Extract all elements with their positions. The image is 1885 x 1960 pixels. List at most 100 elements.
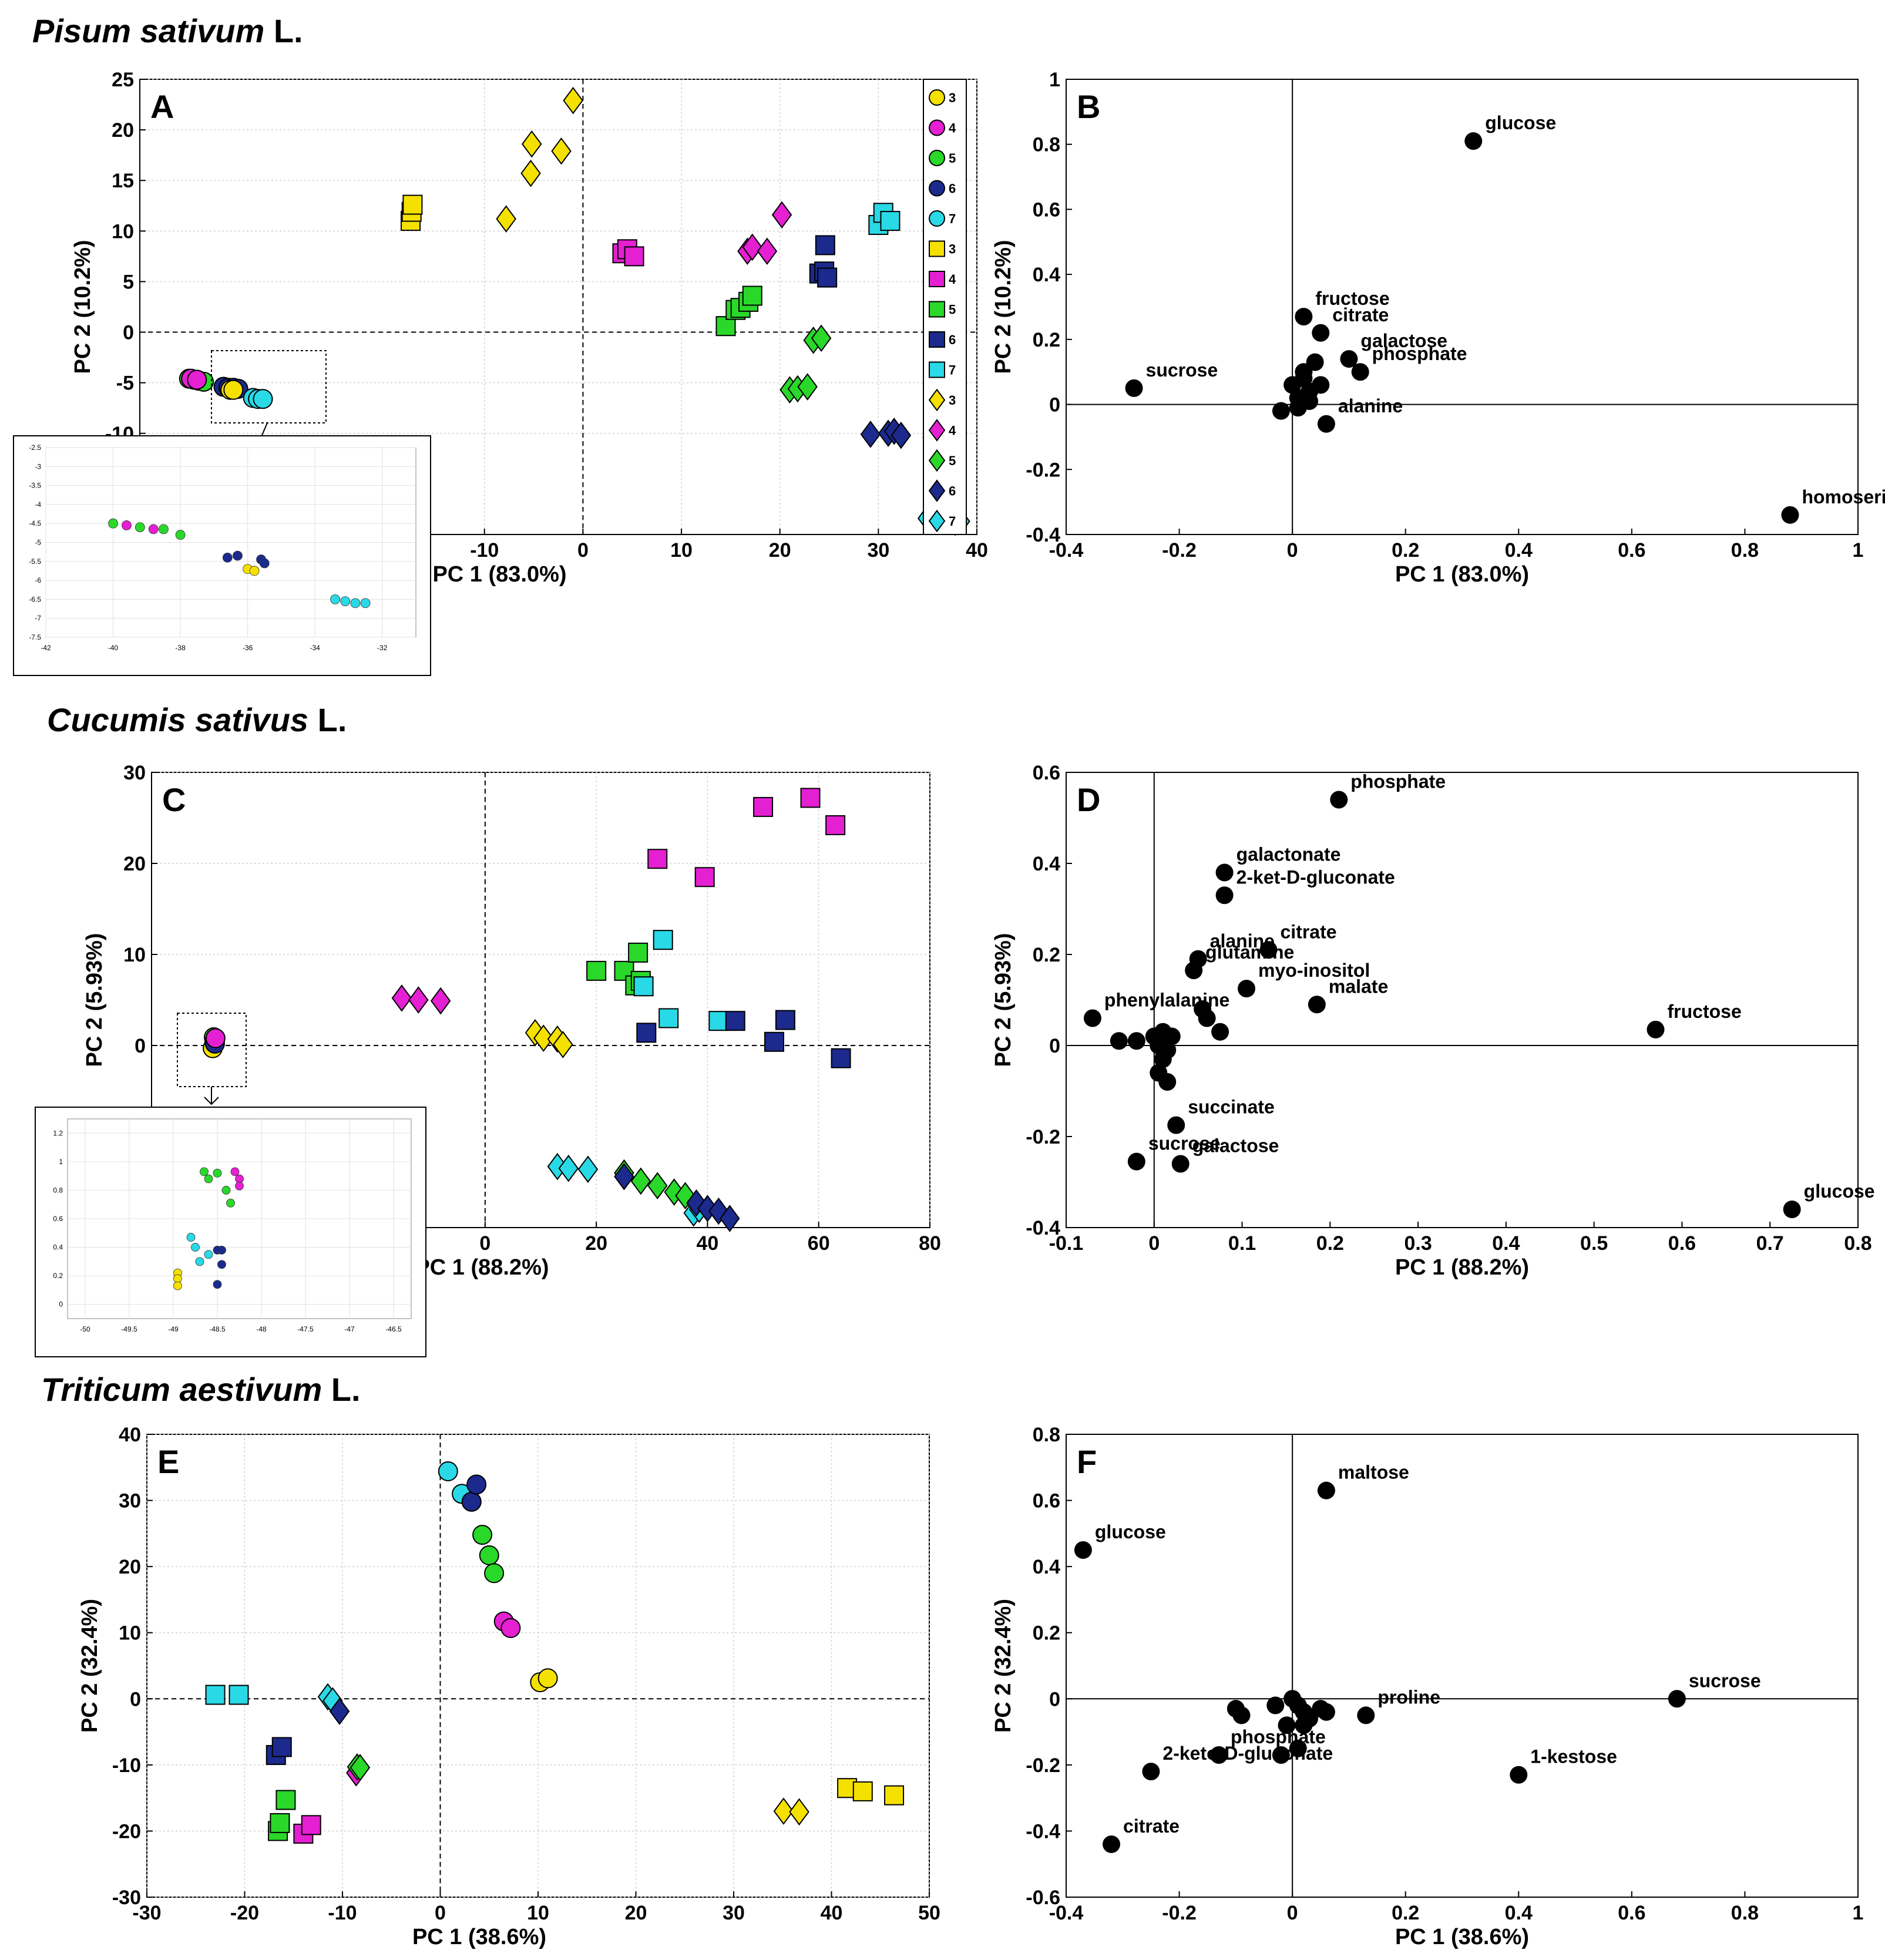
legend-label: 5 bbox=[949, 302, 956, 317]
panel-e-score-plot: -30 -20 -10 0 10 20 30 40 50 -30 -20 -10 0 10 20 30 40 PC… bbox=[78, 1424, 940, 1949]
legend-label: 7 bbox=[949, 514, 956, 529]
data-point-square-group-5 bbox=[628, 942, 649, 963]
data-point-diamond-group-3 bbox=[789, 1798, 809, 1826]
legend-label: 6 bbox=[949, 484, 956, 499]
panel-label: C bbox=[162, 781, 186, 818]
loading-point-galactose bbox=[1171, 1155, 1190, 1173]
data-point-diamond-group-6 bbox=[329, 1697, 350, 1725]
loading-point-glucose bbox=[1464, 132, 1483, 150]
x-tick-label: 0 bbox=[577, 539, 589, 562]
y-tick-label: -10 bbox=[112, 1754, 141, 1777]
loading-label-citrate: citrate bbox=[1123, 1816, 1180, 1837]
x-axis-label: PC 1 (83.0%) bbox=[1395, 562, 1529, 587]
data-point-square-group-5 bbox=[586, 960, 607, 981]
y-tick-label: -30 bbox=[112, 1887, 141, 1909]
legend-marker-diamond-4 bbox=[928, 419, 946, 442]
species-title-cucumis-italic: Cucumis sativus bbox=[47, 701, 308, 738]
legend-marker-square-5 bbox=[929, 301, 945, 318]
data-point-diamond-group-3 bbox=[533, 1024, 554, 1052]
inset-point-group-5 bbox=[108, 518, 118, 529]
loading-point bbox=[1266, 1696, 1285, 1714]
x-tick-label: -0.4 bbox=[1049, 1902, 1084, 1924]
legend-marker-square-3 bbox=[929, 240, 945, 257]
data-point-square-group-5 bbox=[275, 1790, 296, 1810]
x-tick-label: -0.2 bbox=[1162, 539, 1197, 562]
loading-point-succinate bbox=[1167, 1116, 1185, 1134]
loading-point bbox=[1110, 1032, 1128, 1050]
data-point-circle-group-6 bbox=[466, 1474, 487, 1495]
inset-y-tick-label: 1 bbox=[59, 1158, 63, 1166]
x-tick-label: -10 bbox=[470, 539, 499, 562]
inset-point-group-7 bbox=[330, 594, 340, 604]
y-tick-label: 1 bbox=[1049, 69, 1060, 91]
inset-x-tick-label: -42 bbox=[41, 644, 51, 652]
data-point-circle-group-4 bbox=[187, 369, 207, 390]
loading-point-glucose bbox=[1074, 1541, 1092, 1559]
panel-label: E bbox=[157, 1443, 179, 1480]
legend-label: 5 bbox=[949, 453, 956, 468]
inset-point-group-6 bbox=[259, 558, 270, 569]
y-tick-label: 0 bbox=[1049, 394, 1060, 416]
x-tick-label: 30 bbox=[723, 1902, 745, 1924]
y-tick-label: 0.6 bbox=[1033, 1490, 1060, 1512]
loading-label-galactose: galactose bbox=[1192, 1135, 1279, 1156]
panel-d-loading-plot: -0.1 0 0.1 0.2 0.3 0.4 0.5 0.6 0.7 0.8 -0.4 -0.2 0 0.… bbox=[991, 762, 1875, 1280]
loading-label-proline: proline bbox=[1377, 1686, 1440, 1707]
x-axis-label: PC 1 (83.0%) bbox=[432, 562, 566, 587]
data-point-diamond-group-4 bbox=[430, 987, 451, 1015]
inset-y-tick-label: -5.5 bbox=[29, 557, 41, 566]
data-point-square-group-7 bbox=[708, 1011, 729, 1031]
legend-marker-square-6 bbox=[929, 331, 945, 348]
loading-label-citrate: citrate bbox=[1332, 304, 1389, 325]
data-point-diamond-group-5 bbox=[647, 1172, 668, 1199]
panel-label: D bbox=[1077, 781, 1100, 818]
data-point-diamond-group-5 bbox=[797, 373, 818, 401]
loading-point-fructose bbox=[1647, 1020, 1665, 1038]
inset-zoom-a: -42 -40 -38 -36 -34 -32 -2.5 -3 -3.5 -4 -4.5 -5 -5.5… bbox=[13, 350, 431, 676]
loading-point bbox=[1301, 392, 1319, 411]
data-point-square-group-6 bbox=[636, 1023, 657, 1043]
inset-y-tick-label: -4.5 bbox=[29, 519, 41, 527]
data-point-diamond-group-3 bbox=[773, 1797, 794, 1825]
inset-x-tick-label: -38 bbox=[175, 644, 186, 652]
x-tick-label: 0.2 bbox=[1392, 1902, 1419, 1924]
x-tick-label: -30 bbox=[132, 1902, 161, 1924]
loading-label-glucose: glucose bbox=[1095, 1521, 1166, 1542]
data-point-circle-group-3 bbox=[223, 379, 244, 400]
data-point-circle-group-4 bbox=[205, 1028, 226, 1048]
x-tick-label: -20 bbox=[230, 1902, 259, 1924]
data-point-square-group-7 bbox=[653, 930, 673, 950]
inset-y-tick-label: -3.5 bbox=[29, 482, 41, 490]
inset-point-group-5 bbox=[226, 1198, 235, 1208]
panel-b-loading-plot: -0.4 -0.2 0 0.2 0.4 0.6 0.8 1 -0.4 -0.2 0 0.2 0.4 0.6… bbox=[991, 69, 1885, 587]
inset-y-tick-label: 1.2 bbox=[53, 1129, 63, 1137]
y-tick-label: 0.6 bbox=[1033, 762, 1060, 784]
y-tick-label: 0.4 bbox=[1033, 264, 1060, 286]
inset-y-tick-label: -4 bbox=[35, 500, 41, 509]
loading-point-phosphate bbox=[1351, 363, 1369, 381]
y-tick-label: 0.8 bbox=[1033, 134, 1060, 156]
data-point-square-group-3 bbox=[402, 194, 423, 215]
y-tick-label: 0.2 bbox=[1033, 1622, 1060, 1645]
panel-label: A bbox=[150, 88, 174, 125]
inset-point-group-4 bbox=[122, 520, 132, 530]
inset-point-group-5 bbox=[221, 1186, 231, 1195]
data-point-square-group-5 bbox=[270, 1813, 290, 1833]
loading-point-glutamine bbox=[1185, 961, 1203, 980]
x-tick-label: 0 bbox=[1148, 1232, 1160, 1255]
panel-label: B bbox=[1077, 88, 1100, 125]
legend: 3 4 5 6 7 3 4 5 6 7 3 4 5 6 7 bbox=[923, 79, 967, 535]
inset-x-tick-label: -50 bbox=[80, 1325, 90, 1333]
inset-x-tick-label: -34 bbox=[310, 644, 321, 652]
x-tick-label: -0.1 bbox=[1049, 1232, 1084, 1255]
x-tick-label: 20 bbox=[585, 1232, 607, 1255]
data-point-diamond-group-3 bbox=[551, 137, 572, 165]
loading-point-sucrose bbox=[1668, 1690, 1686, 1708]
loading-point-maltose bbox=[1317, 1481, 1335, 1500]
x-tick-label: 0.2 bbox=[1392, 539, 1419, 562]
legend-label: 4 bbox=[949, 423, 956, 438]
legend-marker-circle-7 bbox=[929, 210, 945, 227]
loading-point-2-ket-D-gluconate bbox=[1215, 886, 1234, 905]
loading-label-glutamine: glutamine bbox=[1205, 942, 1294, 963]
loading-label-fructose: fructose bbox=[1668, 1001, 1742, 1022]
